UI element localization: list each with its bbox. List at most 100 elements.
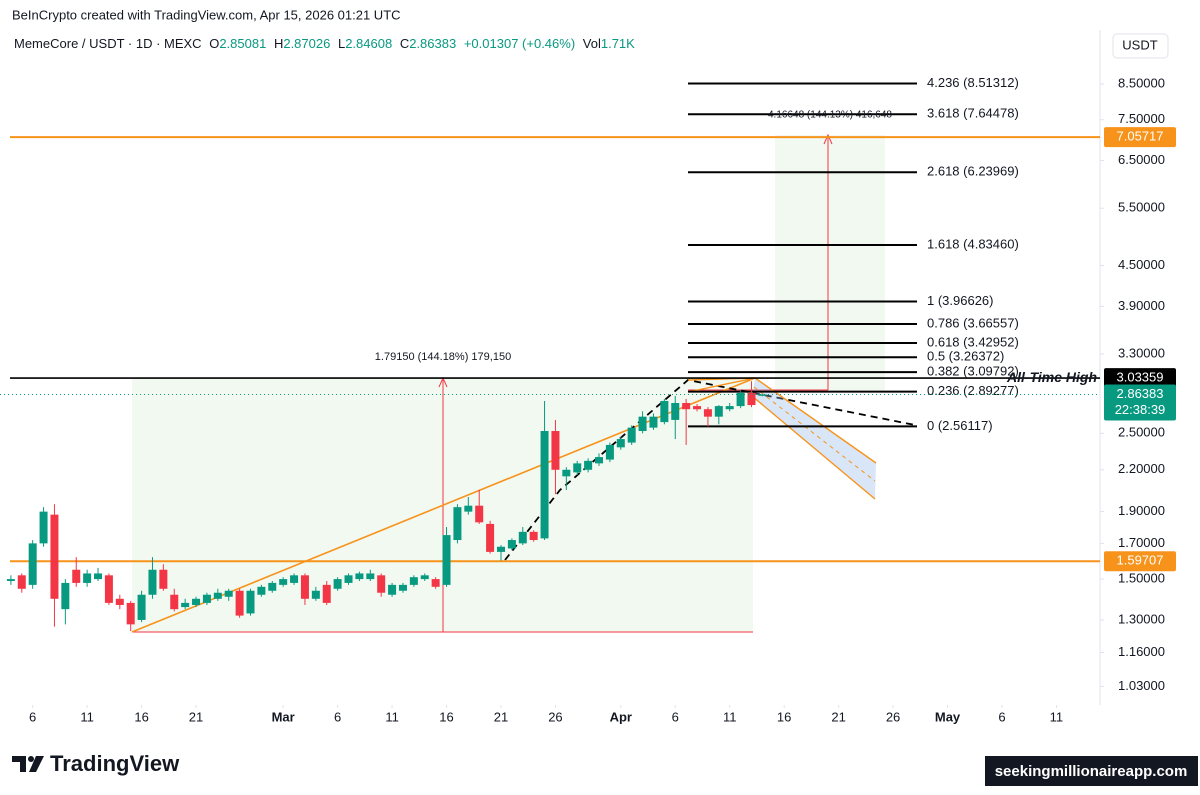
- candle-body: [496, 546, 505, 552]
- logo-mark: [29, 756, 44, 772]
- y-tick-label: 4.50000: [1118, 257, 1165, 272]
- candle-body: [344, 575, 353, 583]
- x-tick-label: Apr: [610, 709, 632, 724]
- change: +0.01307 (+0.46%): [464, 36, 575, 51]
- price-badge: [1104, 551, 1176, 572]
- candle-body: [758, 394, 767, 396]
- x-tick-label: 11: [385, 709, 399, 724]
- candle-body: [159, 569, 168, 589]
- x-tick-label: 16: [777, 709, 791, 724]
- candle-body: [39, 511, 48, 544]
- measure-label: 4.16648 (144.13%) 416,648: [768, 110, 892, 121]
- candle-body: [115, 598, 124, 605]
- tv-logo: [12, 756, 44, 772]
- candle-body: [50, 514, 59, 599]
- price-badge: [1104, 127, 1176, 148]
- x-tick-label: Mar: [272, 709, 295, 724]
- watermark-box: [985, 756, 1198, 786]
- x-tick-label: 6: [29, 709, 36, 724]
- candle-body: [507, 540, 516, 549]
- x-tick-label: 26: [548, 709, 562, 724]
- countdown: 22:38:39: [1115, 402, 1166, 417]
- candle-body: [300, 575, 309, 599]
- candle-body: [442, 535, 451, 585]
- ohlc-label: H: [274, 36, 283, 51]
- candle-body: [671, 402, 680, 420]
- volume: 1.71K: [601, 36, 635, 51]
- y-tick-label: 7.50000: [1118, 111, 1165, 126]
- candle-body: [453, 507, 462, 541]
- fib-label: 0.236 (2.89277): [927, 383, 1019, 398]
- candle-body: [693, 406, 702, 410]
- candle-body: [246, 590, 255, 614]
- candle-body: [638, 416, 647, 432]
- price-line-label: All-Time High: [1006, 369, 1097, 385]
- arrow-head: [823, 133, 833, 145]
- fib-label: 0 (2.56117): [927, 418, 993, 433]
- x-tick-label: 26: [886, 709, 900, 724]
- current-price-badge: [1104, 384, 1176, 421]
- candle-body: [28, 543, 37, 585]
- ohlc-label: L: [338, 36, 345, 51]
- x-tick-label: 11: [80, 709, 94, 724]
- candle-body: [83, 573, 92, 583]
- channel-fill: [752, 378, 876, 499]
- fib-label: 0.5 (3.26372): [927, 349, 1004, 364]
- y-tick-label: 2.50000: [1118, 425, 1165, 440]
- y-tick-label: 1.50000: [1118, 571, 1165, 586]
- y-tick-label: 1.70000: [1118, 535, 1165, 550]
- candle-body: [104, 575, 113, 603]
- legend: MemeCore / USDT · 1D · MEXC O2.85081 H2.…: [14, 36, 635, 51]
- price-badge-label: 3.03359: [1117, 370, 1164, 385]
- candle-body: [17, 575, 26, 589]
- candle-body: [290, 575, 299, 583]
- x-tick-label: May: [935, 709, 961, 724]
- currency-box[interactable]: [1112, 33, 1169, 59]
- candle-body: [137, 594, 146, 620]
- candle-body: [616, 439, 625, 448]
- candle-body: [486, 523, 495, 552]
- channel-lower: [751, 395, 876, 500]
- x-tick-label: 16: [439, 709, 453, 724]
- x-tick-label: 6: [672, 709, 679, 724]
- candle-body: [420, 575, 429, 580]
- currency: USDT: [1122, 37, 1157, 52]
- candle-body: [703, 409, 712, 417]
- candle-body: [202, 594, 211, 603]
- logo-mark: [12, 756, 26, 772]
- close-value: 2.86383: [409, 36, 456, 51]
- y-tick-label: 5.50000: [1118, 200, 1165, 215]
- x-tick-label: 16: [134, 709, 148, 724]
- x-tick-label: 6: [334, 709, 341, 724]
- x-tick-label: 11: [1050, 709, 1064, 724]
- candle-body: [257, 586, 266, 595]
- volume-label: Vol: [583, 36, 601, 51]
- candle-body: [660, 400, 669, 423]
- candle-body: [529, 531, 538, 541]
- candle-body: [573, 463, 582, 473]
- candle-body: [192, 598, 201, 605]
- candle-body: [464, 505, 473, 512]
- candle-body: [398, 584, 407, 591]
- candle-body: [627, 427, 636, 443]
- target-box: [775, 135, 885, 390]
- x-tick-label: 6: [998, 709, 1005, 724]
- measure-label: 1.79150 (144.18%) 179,150: [375, 351, 511, 363]
- fib-label: 3.618 (7.64478): [927, 106, 1019, 121]
- candle-body: [6, 579, 15, 582]
- candle-body: [322, 584, 331, 603]
- candle-body: [725, 406, 734, 410]
- candle-body: [551, 431, 560, 470]
- fib-label: 2.618 (6.23969): [927, 164, 1019, 179]
- price-badge-label: 7.05717: [1117, 129, 1164, 144]
- candle-body: [279, 579, 288, 585]
- candle-body: [148, 569, 157, 595]
- x-tick-label: 21: [189, 709, 203, 724]
- channel-mid: [753, 386, 876, 482]
- candle-body: [431, 579, 440, 587]
- candle-body: [377, 575, 386, 593]
- candle-body: [584, 460, 593, 470]
- page-title: BeInCrypto created with TradingView.com,…: [12, 7, 401, 22]
